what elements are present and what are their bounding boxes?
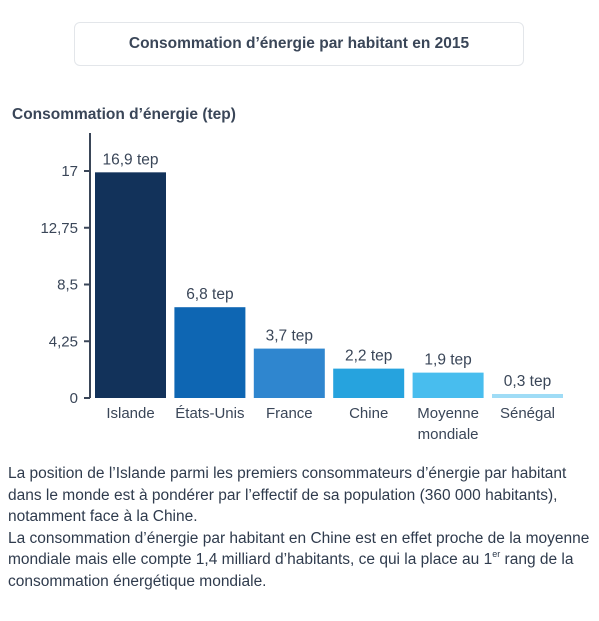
x-tick-label: Chine: [349, 405, 388, 422]
y-axis-label: Consommation d’énergie (tep): [12, 106, 236, 123]
x-tick-label: Sénégal: [500, 405, 555, 422]
y-tick-label: 17: [61, 163, 78, 180]
bar: [253, 348, 325, 398]
x-tick-label: Moyenne: [417, 405, 479, 422]
data-label: 16,9 tep: [102, 151, 158, 168]
data-label: 6,8 tep: [186, 286, 233, 303]
description: La position de l’Islande parmi les premi…: [8, 463, 594, 592]
chart-title-box: Consommation d’énergie par habitant en 2…: [74, 22, 524, 66]
bar: [333, 368, 405, 398]
data-label: 3,7 tep: [266, 328, 313, 345]
description-paragraph-1: La position de l’Islande parmi les premi…: [8, 465, 567, 525]
description-paragraph-2-end: rang de la consommation énergétique mond…: [8, 551, 574, 590]
x-tick-label: mondiale: [418, 426, 479, 443]
data-label: 2,2 tep: [345, 348, 392, 365]
chart-title: Consommation d’énergie par habitant en 2…: [128, 35, 470, 52]
data-label: 1,9 tep: [424, 352, 471, 369]
bar: [492, 393, 563, 398]
x-tick-label: France: [266, 405, 313, 422]
bar: [412, 372, 484, 398]
x-tick-label: Islande: [106, 405, 154, 422]
y-tick-label: 12,75: [40, 220, 78, 237]
description-paragraph-2-start: La consommation d’énergie par habitant e…: [8, 529, 590, 569]
y-tick-label: 0: [70, 390, 78, 407]
description-paragraph-2: La consommation d’énergie par habitant e…: [8, 528, 594, 593]
bar: [95, 172, 166, 398]
x-tick-label: États-Unis: [175, 405, 244, 422]
y-tick-label: 4,25: [49, 333, 78, 350]
bar: [174, 307, 246, 398]
data-label: 0,3 tep: [504, 373, 551, 390]
bar-chart: 0 4,25 8,5 12,75 17 16,9 tep 6,8 tep 3,7 tep 2,…: [40, 133, 563, 443]
ordinal-superscript: er: [492, 548, 501, 559]
y-tick-label: 8,5: [57, 277, 78, 294]
